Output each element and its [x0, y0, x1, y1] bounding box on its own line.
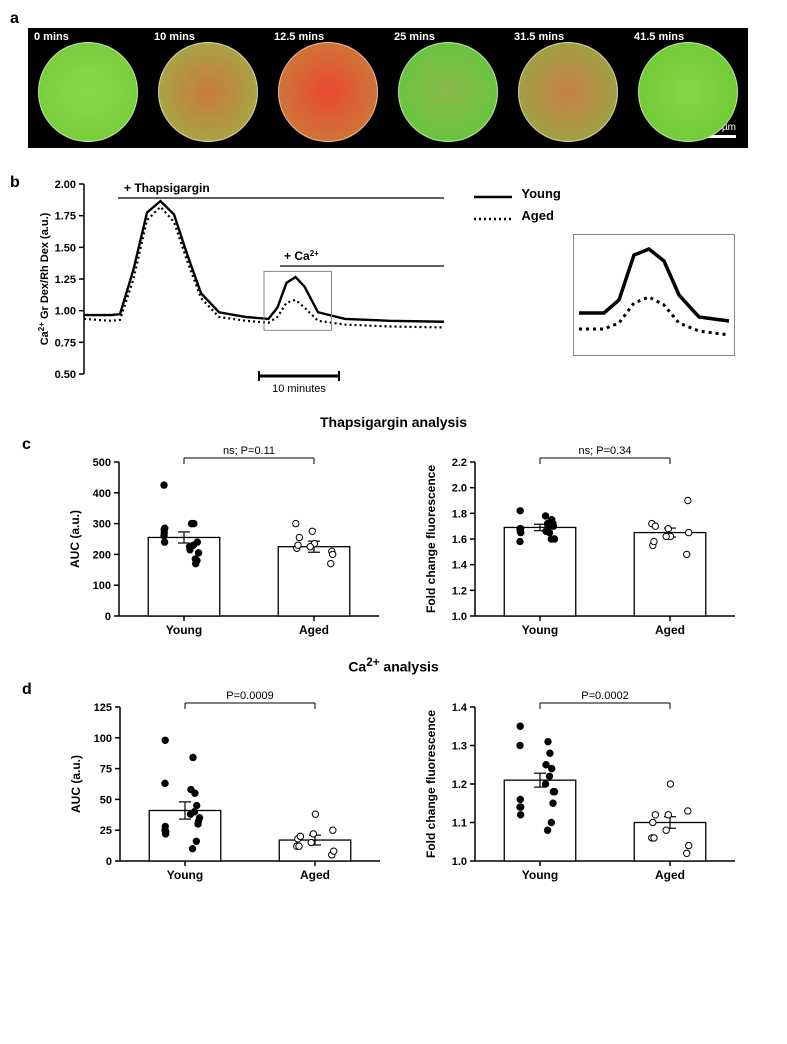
timepoint-label: 12.5 mins [274, 31, 324, 43]
svg-text:Aged: Aged [655, 868, 685, 882]
panel-c-title: Thapsigargin analysis [10, 414, 777, 430]
panel-d-title: Ca2+ analysis [10, 656, 777, 675]
panel-d-charts: 0 25 50 75 100 125 AUC (a.u.) Young Aged P=0.0009… [62, 681, 747, 891]
svg-text:1.6: 1.6 [452, 534, 467, 546]
svg-text:400: 400 [93, 488, 111, 500]
oocyte-image [278, 42, 378, 142]
legend-aged-line [474, 209, 512, 224]
oocyte-image [638, 42, 738, 142]
svg-text:100: 100 [93, 732, 111, 744]
svg-text:1.3: 1.3 [452, 740, 467, 752]
svg-text:Aged: Aged [299, 623, 329, 637]
svg-text:75: 75 [100, 763, 112, 775]
svg-text:2.00: 2.00 [54, 179, 75, 191]
oocyte-image [38, 42, 138, 142]
svg-text:ns; P=0.34: ns; P=0.34 [579, 445, 632, 457]
svg-text:200: 200 [93, 549, 111, 561]
panel-a: a 20 µm 0 mins10 mins12.5 mins25 mins31.… [10, 10, 777, 148]
panel-c-label: c [22, 436, 31, 454]
svg-text:1.75: 1.75 [54, 211, 75, 223]
legend-aged-label: Aged [521, 208, 554, 223]
svg-text:+ Ca2+: + Ca2+ [284, 249, 319, 264]
svg-text:Ca2+ Gr Dex/Rh Dex (a.u.): Ca2+ Gr Dex/Rh Dex (a.u.) [36, 212, 51, 345]
oocyte-image [398, 42, 498, 142]
timepoint-label: 0 mins [34, 31, 69, 43]
legend-b: Young Aged [474, 186, 561, 224]
svg-text:Fold change fluorescence: Fold change fluorescence [424, 709, 438, 857]
oocyte-image [518, 42, 618, 142]
timepoint-label: 31.5 mins [514, 31, 564, 43]
legend-young-label: Young [521, 186, 560, 201]
svg-text:P=0.0009: P=0.0009 [226, 690, 273, 702]
svg-text:0.75: 0.75 [54, 337, 75, 349]
svg-text:125: 125 [93, 702, 111, 714]
svg-text:Fold change fluorescence: Fold change fluorescence [424, 465, 438, 613]
svg-text:0: 0 [106, 856, 112, 868]
inset-svg [574, 235, 734, 355]
svg-text:Young: Young [167, 868, 203, 882]
svg-text:1.8: 1.8 [452, 508, 467, 520]
legend-aged: Aged [474, 208, 561, 224]
timepoint-label: 25 mins [394, 31, 435, 43]
calcium-trace: 0.50 0.75 1.00 1.25 1.50 1.75 2.00 Ca2+ Gr Dex/… [34, 174, 454, 404]
svg-text:1.0: 1.0 [452, 611, 467, 623]
svg-text:P=0.0002: P=0.0002 [581, 690, 628, 702]
inset [573, 234, 735, 356]
svg-text:Young: Young [166, 623, 202, 637]
svg-text:1.0: 1.0 [452, 856, 467, 868]
svg-text:0.50: 0.50 [54, 369, 75, 381]
svg-text:+ Thapsigargin: + Thapsigargin [124, 181, 210, 195]
svg-text:1.4: 1.4 [452, 560, 468, 572]
chart-d-left: 0 25 50 75 100 125 AUC (a.u.) Young Aged P=0.0009 [62, 681, 392, 891]
svg-text:1.2: 1.2 [452, 585, 467, 597]
svg-text:2.2: 2.2 [452, 457, 467, 469]
svg-text:10 minutes: 10 minutes [272, 383, 326, 395]
svg-text:1.00: 1.00 [54, 306, 75, 318]
legend-young-line [474, 187, 512, 202]
svg-text:1.25: 1.25 [54, 274, 75, 286]
svg-text:50: 50 [100, 794, 112, 806]
svg-text:Aged: Aged [655, 623, 685, 637]
legend-young: Young [474, 186, 561, 202]
svg-text:1.50: 1.50 [54, 242, 75, 254]
svg-text:0: 0 [105, 611, 111, 623]
svg-text:500: 500 [93, 457, 111, 469]
chart-d-right: 1.0 1.1 1.2 1.3 1.4 Fold change fluorescence Y… [417, 681, 747, 891]
panel-b: b 0.50 0.75 1.00 1.25 1.50 1.75 2.00 Ca2+ Gr De… [10, 174, 777, 404]
timepoint-label: 10 mins [154, 31, 195, 43]
panel-d-label: d [22, 681, 32, 699]
panel-b-label: b [10, 174, 20, 192]
svg-text:1.2: 1.2 [452, 779, 467, 791]
chart-c-left: 0 100 200 300 400 500 AUC (a.u.) Young Aged ns; P… [61, 436, 391, 646]
trace-svg: 0.50 0.75 1.00 1.25 1.50 1.75 2.00 Ca2+ Gr Dex/… [34, 174, 454, 404]
timelapse-images: 20 µm 0 mins10 mins12.5 mins25 mins31.5 … [28, 28, 748, 148]
svg-text:300: 300 [93, 519, 111, 531]
svg-text:Young: Young [522, 623, 558, 637]
panel-c-charts: 0 100 200 300 400 500 AUC (a.u.) Young Aged ns; P… [61, 436, 747, 646]
svg-text:100: 100 [93, 580, 111, 592]
svg-text:Young: Young [522, 868, 558, 882]
svg-text:1.4: 1.4 [452, 702, 468, 714]
svg-text:Aged: Aged [300, 868, 330, 882]
svg-text:AUC (a.u.): AUC (a.u.) [68, 510, 82, 568]
chart-c-right: 1.0 1.2 1.4 1.6 1.8 2.0 2.2 Fold change fluores… [417, 436, 747, 646]
svg-text:ns; P=0.11: ns; P=0.11 [223, 445, 275, 457]
svg-text:2.0: 2.0 [452, 483, 467, 495]
oocyte-image [158, 42, 258, 142]
svg-text:AUC (a.u.): AUC (a.u.) [69, 755, 83, 813]
timepoint-label: 41.5 mins [634, 31, 684, 43]
svg-text:1.1: 1.1 [452, 817, 467, 829]
panel-a-label: a [10, 10, 19, 27]
svg-text:25: 25 [100, 825, 112, 837]
